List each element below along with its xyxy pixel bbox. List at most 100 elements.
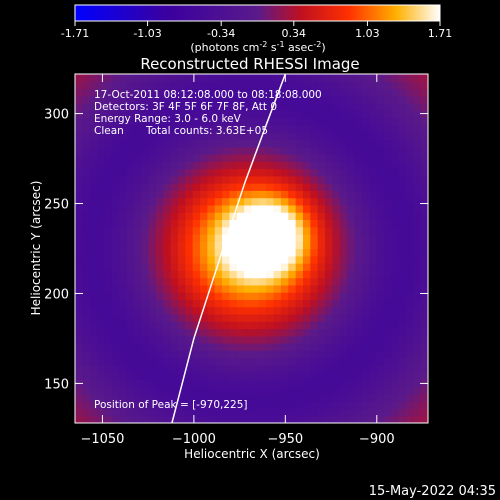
- heatmap-pixel: [288, 372, 297, 380]
- heatmap-pixel: [295, 110, 304, 119]
- heatmap-pixel: [302, 212, 311, 221]
- heatmap-pixel: [288, 204, 297, 213]
- heatmap-pixel: [155, 415, 164, 423]
- heatmap-pixel: [273, 74, 282, 82]
- heatmap-pixel: [192, 372, 201, 380]
- heatmap-pixel: [177, 95, 186, 104]
- heatmap-pixel: [111, 81, 120, 90]
- heatmap-pixel: [347, 357, 356, 366]
- heatmap-pixel: [376, 183, 385, 191]
- heatmap-pixel: [141, 139, 150, 148]
- heatmap-pixel: [347, 88, 356, 97]
- heatmap-pixel: [177, 81, 186, 90]
- heatmap-pixel: [295, 132, 304, 141]
- heatmap-pixel: [317, 393, 326, 402]
- heatmap-pixel: [332, 74, 341, 82]
- heatmap-pixel: [376, 270, 385, 279]
- heatmap-pixel: [185, 110, 194, 119]
- heatmap-pixel: [266, 212, 275, 221]
- heatmap-pixel: [192, 277, 201, 286]
- heatmap-pixel: [310, 350, 319, 359]
- heatmap-pixel: [332, 393, 341, 402]
- heatmap-pixel: [141, 328, 150, 337]
- heatmap-pixel: [141, 88, 150, 97]
- heatmap-pixel: [236, 241, 245, 250]
- heatmap-pixel: [200, 277, 208, 286]
- heatmap-pixel: [214, 270, 223, 279]
- annotation-time: 17-Oct-2011 08:12:08.000 to 08:18:08.000: [94, 89, 322, 101]
- heatmap-pixel: [75, 88, 83, 97]
- heatmap-pixel: [383, 74, 392, 82]
- heatmap-pixel: [89, 255, 98, 264]
- heatmap-pixel: [126, 175, 135, 184]
- heatmap-pixel: [347, 270, 356, 279]
- heatmap-pixel: [229, 350, 238, 359]
- heatmap-pixel: [229, 146, 238, 155]
- heatmap-pixel: [177, 270, 186, 279]
- heatmap-pixel: [369, 408, 378, 417]
- heatmap-pixel: [383, 248, 392, 257]
- heatmap-pixel: [133, 95, 142, 104]
- heatmap-pixel: [214, 146, 223, 155]
- heatmap-pixel: [266, 306, 275, 315]
- heatmap-pixel: [391, 270, 400, 279]
- heatmap-pixel: [75, 81, 83, 90]
- heatmap-pixel: [126, 226, 135, 235]
- heatmap-pixel: [258, 183, 267, 191]
- heatmap-pixel: [383, 103, 392, 111]
- heatmap-pixel: [192, 197, 201, 206]
- heatmap-pixel: [244, 197, 253, 206]
- heatmap-pixel: [317, 277, 326, 286]
- heatmap-pixel: [405, 328, 414, 337]
- heatmap-pixel: [339, 328, 348, 337]
- heatmap-pixel: [280, 386, 289, 395]
- heatmap-pixel: [170, 88, 179, 97]
- heatmap-pixel: [126, 343, 135, 351]
- heatmap-pixel: [273, 270, 282, 279]
- heatmap-pixel: [383, 364, 392, 373]
- heatmap-pixel: [104, 255, 113, 264]
- heatmap-pixel: [141, 175, 150, 184]
- footer-date: 15-May-2022 04:35: [369, 484, 496, 499]
- heatmap-pixel: [214, 81, 223, 90]
- heatmap-pixel: [185, 328, 194, 337]
- heatmap-pixel: [398, 226, 407, 235]
- heatmap-pixel: [376, 357, 385, 366]
- heatmap-pixel: [273, 313, 282, 322]
- heatmap-pixel: [244, 212, 253, 221]
- heatmap-pixel: [420, 88, 428, 97]
- heatmap-pixel: [97, 335, 106, 344]
- heatmap-pixel: [391, 321, 400, 330]
- heatmap-pixel: [383, 153, 392, 162]
- heatmap-pixel: [295, 328, 304, 337]
- heatmap-pixel: [310, 103, 319, 111]
- heatmap-pixel: [383, 401, 392, 410]
- heatmap-pixel: [369, 103, 378, 111]
- heatmap-pixel: [369, 255, 378, 264]
- heatmap-pixel: [317, 270, 326, 279]
- heatmap-pixel: [339, 386, 348, 395]
- heatmap-pixel: [420, 146, 428, 155]
- heatmap-pixel: [251, 146, 260, 155]
- heatmap-pixel: [185, 364, 194, 373]
- heatmap-pixel: [170, 379, 179, 388]
- heatmap-pixel: [420, 153, 428, 162]
- heatmap-pixel: [155, 139, 164, 148]
- heatmap-pixel: [266, 328, 275, 337]
- heatmap-pixel: [266, 415, 275, 423]
- heatmap-pixel: [258, 241, 267, 250]
- heatmap-pixel: [361, 292, 370, 300]
- heatmap-pixel: [347, 110, 356, 119]
- heatmap-pixel: [302, 233, 311, 242]
- heatmap-pixel: [354, 408, 363, 417]
- heatmap-pixel: [222, 241, 231, 250]
- heatmap-pixel: [347, 190, 356, 199]
- heatmap-pixel: [391, 328, 400, 337]
- heatmap-pixel: [192, 212, 201, 221]
- heatmap-pixel: [222, 219, 231, 228]
- heatmap-pixel: [244, 110, 253, 119]
- heatmap-pixel: [192, 124, 201, 133]
- heatmap-pixel: [258, 226, 267, 235]
- heatmap-pixel: [405, 81, 414, 90]
- heatmap-pixel: [391, 132, 400, 141]
